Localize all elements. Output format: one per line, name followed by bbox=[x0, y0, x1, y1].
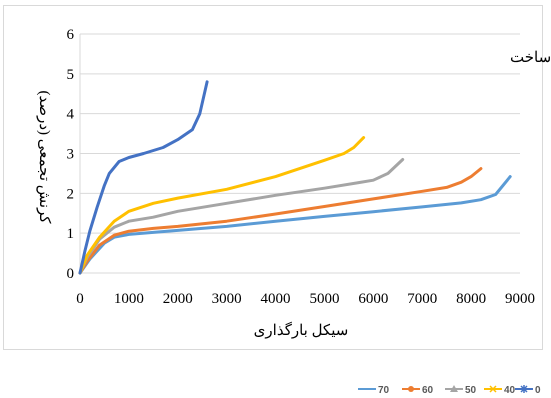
line-chart: 0 1 2 3 4 5 6 0 1000 2000 3000 4000 5000 6000 7000 8000… bbox=[36, 27, 551, 339]
series-line-40 bbox=[78, 136, 366, 275]
x-tick-label: 6000 bbox=[358, 291, 388, 307]
tick-labels: 0 1 2 3 4 5 6 0 1000 2000 3000 4000 5000 6000 7000 8000… bbox=[67, 27, 536, 307]
legend-marker bbox=[520, 385, 528, 393]
legend-item-40: 40 bbox=[484, 385, 516, 396]
chart-border bbox=[3, 5, 543, 350]
y-tick-label: 4 bbox=[67, 107, 75, 123]
series-line-60 bbox=[78, 167, 483, 275]
y-tick-label: 2 bbox=[67, 186, 75, 202]
x-tick-label: 7000 bbox=[407, 291, 437, 307]
legend-label: 50 bbox=[465, 385, 477, 396]
x-tick-label: 1000 bbox=[114, 291, 144, 307]
legend-marker bbox=[364, 388, 370, 390]
y-tick-label: 6 bbox=[67, 27, 75, 43]
legend: 70 60 50 40 0 bbox=[358, 385, 541, 396]
x-tick-label: 9000 bbox=[505, 291, 535, 307]
legend-label: 40 bbox=[504, 385, 516, 396]
legend-marker bbox=[408, 386, 414, 392]
x-tick-label: 5000 bbox=[309, 291, 339, 307]
legend-item-50: 50 bbox=[445, 385, 477, 396]
x-tick-label: 8000 bbox=[456, 291, 486, 307]
x-axis-title: سیکل بارگذاری bbox=[254, 321, 349, 339]
series-layer bbox=[78, 80, 512, 275]
chart-annotation: ۱۲۰ دقیقه پس از ساخت bbox=[510, 50, 551, 66]
y-tick-label: 5 bbox=[67, 67, 75, 83]
legend-label: 60 bbox=[422, 385, 434, 396]
legend-item-0: 0 bbox=[515, 385, 541, 396]
axis-layer bbox=[79, 34, 520, 274]
x-tick-label: 4000 bbox=[261, 291, 291, 307]
legend-item-60: 60 bbox=[402, 385, 434, 396]
series-line-0 bbox=[78, 80, 209, 275]
legend-item-70: 70 bbox=[358, 385, 390, 396]
series-line-50 bbox=[78, 158, 405, 275]
legend-marker bbox=[489, 385, 497, 393]
x-tick-label: 2000 bbox=[163, 291, 193, 307]
legend-marker bbox=[450, 385, 458, 392]
grid-layer bbox=[80, 33, 520, 234]
y-tick-label: 0 bbox=[67, 266, 75, 282]
legend-label: 0 bbox=[535, 385, 541, 396]
legend-label: 70 bbox=[378, 385, 390, 396]
y-tick-label: 3 bbox=[67, 147, 75, 163]
x-tick-label: 3000 bbox=[212, 291, 242, 307]
y-tick-label: 1 bbox=[67, 226, 75, 242]
x-tick-label: 0 bbox=[76, 291, 84, 307]
y-axis-title: کرنش تجمعی (درصد) bbox=[36, 90, 52, 224]
